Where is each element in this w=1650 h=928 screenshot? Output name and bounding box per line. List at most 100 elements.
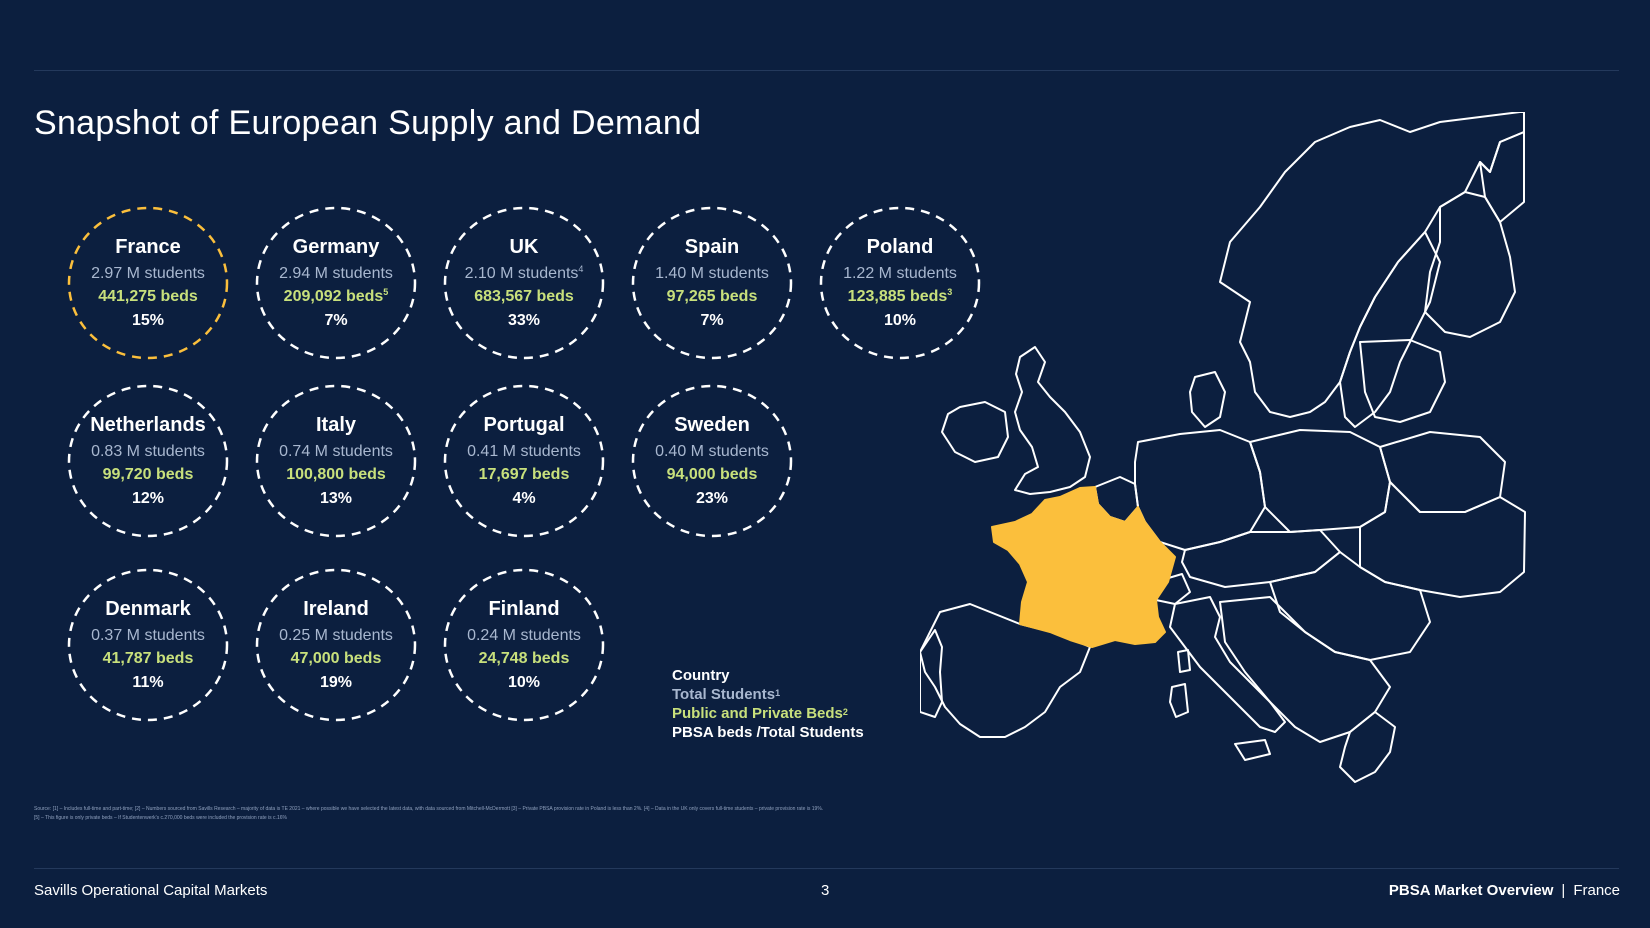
bed-count: 441,275 beds (98, 288, 198, 305)
dashed-ring (255, 384, 417, 538)
dashed-ring (443, 206, 605, 360)
map-ireland (941, 401, 1009, 463)
total-students: 0.41 M students (467, 443, 581, 460)
pbsa-ratio: 15% (131, 312, 165, 329)
footer-company: Savills Operational Capital Markets (34, 882, 268, 899)
map-italy (1169, 596, 1286, 733)
dashed-ring (67, 568, 229, 722)
map-france-highlighted (991, 486, 1176, 648)
total-students: 2.94 M students (279, 265, 393, 282)
country-bubble-finland: Finland 0.24 M students 24,748 beds 10% (442, 567, 606, 723)
country-name: Italy (315, 414, 357, 436)
country-name: France (115, 236, 181, 258)
country-bubble-poland: Poland 1.22 M students 123,885 beds3 10% (818, 205, 982, 361)
map-czech-austria (1181, 529, 1341, 588)
pbsa-ratio: 10% (883, 312, 917, 329)
dashed-ring (819, 206, 981, 360)
country-name: Portugal (483, 414, 565, 436)
dashed-ring (443, 384, 605, 538)
dashed-ring (255, 206, 417, 360)
europe-map (920, 112, 1526, 783)
country-bubble-portugal: Portugal 0.41 M students 17,697 beds 4% (442, 383, 606, 539)
total-students: 0.37 M students (91, 627, 205, 644)
bed-count: 94,000 beds (666, 466, 758, 483)
map-portugal (920, 629, 943, 718)
map-belarus (1379, 431, 1506, 513)
footer-doc-title: PBSA Market Overview (1388, 882, 1554, 899)
country-name: Finland (488, 598, 560, 620)
map-poland (1249, 429, 1391, 533)
legend-beds: Public and Private Beds2 (672, 705, 848, 722)
country-bubble-ireland: Ireland 0.25 M students 47,000 beds 19% (254, 567, 418, 723)
bed-count: 17,697 beds (478, 466, 570, 483)
legend-total-students: Total Students1 (672, 686, 781, 703)
footer-separator: | (1561, 882, 1566, 899)
total-students: 2.10 M students4 (464, 264, 584, 282)
bottom-divider (34, 868, 1619, 869)
country-bubble-sweden: Sweden 0.40 M students 94,000 beds 23% (630, 383, 794, 539)
bed-count: 47,000 beds (290, 650, 382, 667)
country-bubble-netherlands: Netherlands 0.83 M students 99,720 beds 12% (66, 383, 230, 539)
map-finland-north (1479, 131, 1525, 223)
pbsa-ratio: 7% (324, 312, 348, 329)
total-students: 0.25 M students (279, 627, 393, 644)
bed-count: 24,748 beds (478, 650, 570, 667)
bed-count: 209,092 beds5 (283, 287, 389, 305)
bed-count: 41,787 beds (102, 650, 194, 667)
page-number: 3 (821, 882, 830, 899)
total-students: 0.83 M students (91, 443, 205, 460)
total-students: 0.40 M students (655, 443, 769, 460)
total-students: 0.24 M students (467, 627, 581, 644)
country-name: Sweden (674, 414, 750, 436)
pbsa-ratio: 23% (695, 490, 729, 507)
legend: Country Total Students1 Public and Priva… (672, 666, 864, 742)
country-bubble-denmark: Denmark 0.37 M students 41,787 beds 11% (66, 567, 230, 723)
country-bubble-france: France 2.97 M students 441,275 beds 15% (66, 205, 230, 361)
country-name: Spain (684, 236, 740, 258)
country-name: Germany (292, 236, 380, 258)
dashed-ring (631, 206, 793, 360)
dashed-ring (67, 384, 229, 538)
map-denmark (1189, 371, 1226, 428)
country-name: Ireland (303, 598, 369, 620)
pbsa-ratio: 33% (507, 312, 541, 329)
map-greece (1339, 711, 1396, 783)
bed-count: 97,265 beds (666, 288, 758, 305)
map-sweden (1339, 231, 1441, 428)
pbsa-ratio: 4% (512, 490, 536, 507)
country-bubble-italy: Italy 0.74 M students 100,800 beds 13% (254, 383, 418, 539)
country-name: UK (509, 236, 539, 258)
total-students: 2.97 M students (91, 265, 205, 282)
map-norway (1219, 112, 1525, 418)
pbsa-ratio: 10% (507, 674, 541, 691)
country-name: Denmark (105, 598, 191, 620)
legend-country: Country (672, 667, 730, 684)
total-students: 1.40 M students (655, 265, 769, 282)
bed-count: 683,567 beds (474, 288, 574, 305)
country-bubble-uk: UK 2.10 M students4 683,567 beds 33% (442, 205, 606, 361)
pbsa-ratio: 12% (131, 490, 165, 507)
map-sardinia (1169, 683, 1189, 718)
pbsa-ratio: 7% (700, 312, 724, 329)
pbsa-ratio: 11% (132, 674, 164, 691)
bed-count: 99,720 beds (102, 466, 194, 483)
country-name: Poland (866, 236, 934, 258)
source-line-1: Source: [1] – Includes full-time and par… (34, 806, 824, 812)
dashed-ring (255, 568, 417, 722)
top-divider (34, 70, 1619, 71)
footer-doc-info: PBSA Market Overview | France (1389, 882, 1620, 899)
total-students: 1.22 M students (843, 265, 957, 282)
country-bubble-germany: Germany 2.94 M students 209,092 beds5 7% (254, 205, 418, 361)
pbsa-ratio: 19% (319, 674, 353, 691)
pbsa-ratio: 13% (319, 490, 353, 507)
country-name: Netherlands (90, 414, 206, 436)
map-corsica (1177, 649, 1191, 673)
total-students: 0.74 M students (279, 443, 393, 460)
map-ukraine (1359, 481, 1526, 598)
map-hungary-romania (1269, 551, 1431, 661)
footer-section: France (1573, 882, 1620, 899)
bed-count: 123,885 beds3 (847, 287, 953, 305)
dashed-ring (67, 206, 229, 360)
bed-count: 100,800 beds (286, 466, 386, 483)
source-footnote: Source: [1] – Includes full-time and par… (34, 805, 994, 823)
